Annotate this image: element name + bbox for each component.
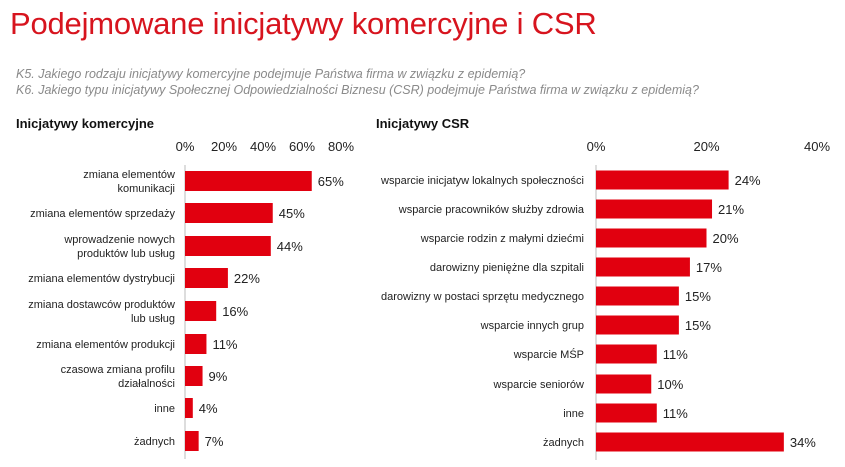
csr-bar bbox=[596, 344, 657, 364]
csr-value-label: 15% bbox=[685, 289, 711, 304]
commercial-category-label: zmiana dostawców produktów bbox=[28, 299, 175, 311]
chart-title-csr: Inicjatywy CSR bbox=[376, 116, 470, 131]
csr-bar bbox=[596, 199, 713, 219]
csr-value-label: 10% bbox=[657, 377, 683, 392]
csr-category-label: wsparcie MŚP bbox=[513, 348, 584, 361]
commercial-category-label: lub usług bbox=[131, 313, 175, 325]
csr-value-label: 20% bbox=[713, 231, 739, 246]
csr-value-label: 11% bbox=[663, 347, 688, 362]
commercial-value-label: 44% bbox=[277, 239, 303, 254]
csr-category-label: wsparcie pracowników służby zdrowia bbox=[398, 204, 585, 216]
csr-tick-label: 40% bbox=[804, 139, 830, 154]
csr-bar bbox=[596, 286, 679, 306]
commercial-value-label: 45% bbox=[279, 206, 305, 221]
commercial-value-label: 9% bbox=[209, 369, 228, 384]
question-k6: K6. Jakiego typu inicjatywy Społecznej O… bbox=[16, 83, 699, 97]
csr-bar bbox=[596, 170, 729, 190]
commercial-bar bbox=[185, 334, 207, 354]
commercial-bar bbox=[185, 236, 271, 256]
commercial-tick-label: 60% bbox=[289, 139, 315, 154]
csr-value-label: 17% bbox=[696, 260, 722, 275]
commercial-category-label: żadnych bbox=[134, 436, 175, 448]
csr-category-label: inne bbox=[563, 408, 584, 420]
commercial-tick-label: 40% bbox=[250, 139, 276, 154]
csr-bar bbox=[596, 374, 652, 394]
commercial-tick-label: 80% bbox=[328, 139, 354, 154]
csr-value-label: 21% bbox=[718, 202, 744, 217]
commercial-category-label: produktów lub usług bbox=[77, 248, 175, 260]
commercial-value-label: 22% bbox=[234, 271, 260, 286]
csr-value-label: 11% bbox=[663, 406, 688, 421]
csr-value-label: 34% bbox=[790, 435, 816, 450]
question-k5: K5. Jakiego rodzaju inicjatywy komercyjn… bbox=[16, 67, 526, 81]
csr-value-label: 15% bbox=[685, 318, 711, 333]
csr-category-label: darowizny pieniężne dla szpitali bbox=[430, 262, 584, 274]
commercial-value-label: 65% bbox=[318, 174, 344, 189]
csr-bar bbox=[596, 257, 690, 277]
commercial-tick-label: 20% bbox=[211, 139, 237, 154]
commercial-category-label: komunikacji bbox=[118, 183, 175, 195]
commercial-tick-label: 0% bbox=[176, 139, 195, 154]
commercial-value-label: 7% bbox=[205, 434, 224, 449]
commercial-bar bbox=[185, 171, 312, 191]
page-title: Podejmowane inicjatywy komercyjne i CSR bbox=[10, 6, 597, 41]
csr-value-label: 24% bbox=[735, 173, 761, 188]
commercial-bar bbox=[185, 431, 199, 451]
csr-tick-label: 0% bbox=[587, 139, 606, 154]
commercial-value-label: 11% bbox=[212, 337, 237, 352]
csr-tick-label: 20% bbox=[693, 139, 719, 154]
commercial-category-label: zmiana elementów dystrybucji bbox=[28, 273, 175, 285]
commercial-category-label: wprowadzenie nowych bbox=[63, 234, 175, 246]
commercial-bar bbox=[185, 366, 203, 386]
commercial-category-label: inne bbox=[154, 403, 175, 415]
csr-category-label: darowizny w postaci sprzętu medycznego bbox=[381, 291, 584, 303]
commercial-category-label: działalności bbox=[118, 378, 175, 390]
commercial-category-label: zmiana elementów sprzedaży bbox=[30, 208, 175, 220]
csr-bar bbox=[596, 228, 707, 248]
csr-category-label: żadnych bbox=[543, 437, 584, 449]
commercial-category-label: zmiana elementów produkcji bbox=[36, 339, 175, 351]
commercial-value-label: 16% bbox=[222, 304, 248, 319]
csr-category-label: wsparcie rodzin z małymi dziećmi bbox=[420, 233, 584, 245]
csr-category-label: wsparcie inicjatyw lokalnych społecznośc… bbox=[380, 175, 584, 187]
chart-title-commercial: Inicjatywy komercyjne bbox=[16, 116, 155, 131]
commercial-category-label: czasowa zmiana profilu bbox=[61, 364, 175, 376]
commercial-bar bbox=[185, 203, 273, 223]
csr-bar bbox=[596, 403, 657, 423]
commercial-bar bbox=[185, 301, 217, 321]
commercial-category-label: zmiana elementów bbox=[83, 169, 175, 181]
csr-bar bbox=[596, 315, 679, 335]
commercial-bar bbox=[185, 398, 193, 418]
csr-category-label: wsparcie seniorów bbox=[493, 379, 585, 391]
csr-bar bbox=[596, 432, 784, 452]
commercial-value-label: 4% bbox=[199, 401, 218, 416]
csr-category-label: wsparcie innych grup bbox=[480, 320, 584, 332]
commercial-bar bbox=[185, 268, 228, 288]
